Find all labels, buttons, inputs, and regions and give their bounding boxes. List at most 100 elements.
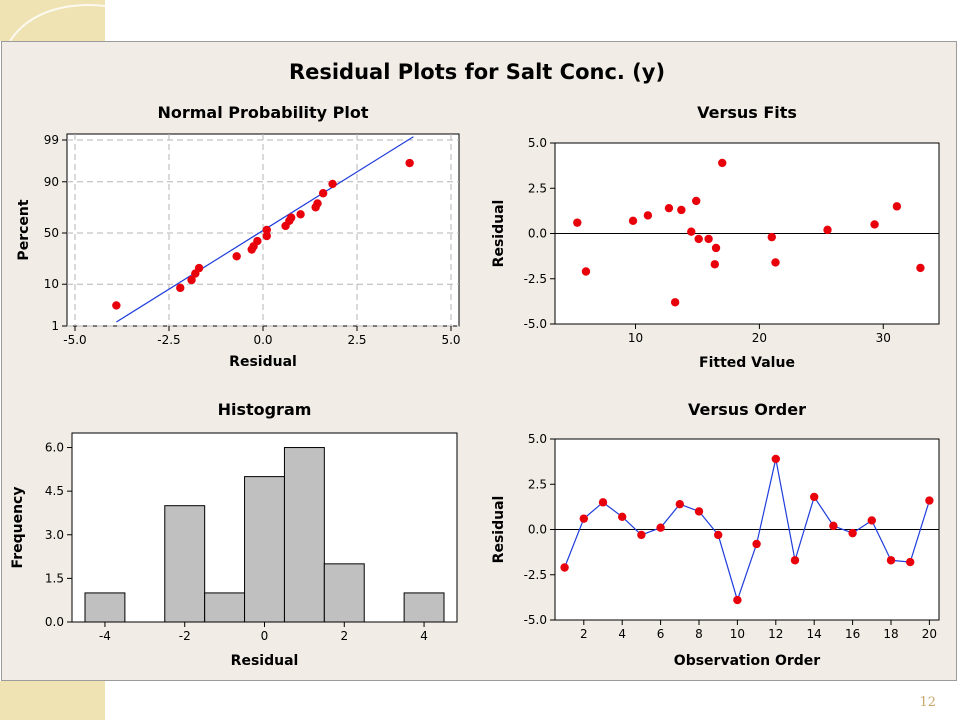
hist-bar xyxy=(164,505,206,623)
vorder-point xyxy=(790,556,800,565)
npp-y-tick-label: 1 xyxy=(51,319,59,333)
vfits-point xyxy=(687,227,696,236)
vorder-x-tick-label: 18 xyxy=(883,627,898,641)
npp-title: Normal Probability Plot xyxy=(157,103,368,122)
hist-bar xyxy=(84,592,126,623)
vfits-point xyxy=(710,260,719,269)
npp-point xyxy=(313,199,322,208)
npp-x-tick-label: 2.5 xyxy=(347,333,366,347)
npp-point xyxy=(194,263,204,273)
hist-bar xyxy=(204,592,246,623)
vfits-point xyxy=(643,211,653,220)
vorder-point xyxy=(656,523,665,532)
figure-title: Residual Plots for Salt Conc. (y) xyxy=(289,60,665,84)
vfits-ylabel: Residual xyxy=(491,200,507,268)
vorder-point xyxy=(886,556,896,565)
vorder-point xyxy=(867,516,876,525)
npp-x-tick-label: -5.0 xyxy=(63,333,86,347)
vfits-point xyxy=(718,158,727,168)
hist-bar xyxy=(283,447,325,623)
npp-xlabel: Residual xyxy=(229,354,297,370)
vorder-y-tick-label: -2.5 xyxy=(524,568,547,582)
vorder-point xyxy=(925,496,934,505)
vorder-point xyxy=(848,528,857,538)
vorder-x-tick-label: 8 xyxy=(695,627,703,641)
npp-point xyxy=(296,210,305,219)
vorder-title: Versus Order xyxy=(688,400,806,419)
vorder-point xyxy=(829,521,838,531)
npp-point xyxy=(232,252,241,261)
vorder-point xyxy=(733,595,742,605)
hist-x-tick-label: 4 xyxy=(420,629,428,643)
vorder-x-tick-label: 14 xyxy=(807,627,822,641)
vfits-y-tick-label: -2.5 xyxy=(524,272,547,286)
vorder-point xyxy=(906,557,915,567)
vorder-x-tick-label: 2 xyxy=(580,627,588,641)
hist-y-tick-label: 3.0 xyxy=(45,528,64,542)
npp-y-tick-label: 50 xyxy=(44,226,59,240)
slide-number: 12 xyxy=(919,695,936,710)
vorder-x-tick-label: 10 xyxy=(730,627,745,641)
npp-ylabel: Percent xyxy=(16,199,32,260)
vorder-point xyxy=(694,507,704,516)
vorder-x-tick-label: 4 xyxy=(618,627,626,641)
npp-x-tick-label: -2.5 xyxy=(157,333,180,347)
vorder-point xyxy=(637,530,646,540)
hist-title: Histogram xyxy=(218,400,312,419)
npp-y-tick-label: 10 xyxy=(44,277,59,291)
vorder-point xyxy=(579,514,588,523)
vfits-point xyxy=(628,216,638,226)
vfits-point xyxy=(573,218,582,227)
vfits-point xyxy=(771,258,780,267)
vfits-x-tick-label: 30 xyxy=(876,331,891,345)
corner-swirl xyxy=(9,4,106,42)
vfits-y-tick-label: -5.0 xyxy=(524,317,547,331)
vorder-x-tick-label: 20 xyxy=(922,627,937,641)
hist-y-tick-label: 0.0 xyxy=(45,615,64,629)
hist-xlabel: Residual xyxy=(231,653,299,669)
vfits-point xyxy=(823,225,832,235)
npp-point xyxy=(112,301,121,310)
npp-point xyxy=(262,231,271,241)
hist-y-tick-label: 6.0 xyxy=(45,441,64,455)
vorder-y-tick-label: 5.0 xyxy=(528,432,547,446)
hist-bar xyxy=(403,592,445,623)
npp-point xyxy=(328,179,337,189)
hist-ylabel: Frequency xyxy=(10,487,26,569)
vorder-x-tick-label: 16 xyxy=(845,627,860,641)
vfits-point xyxy=(581,267,591,276)
npp-point xyxy=(287,213,296,222)
vfits-point xyxy=(677,205,686,215)
hist-bar xyxy=(323,563,365,623)
vorder-y-tick-label: -5.0 xyxy=(524,613,547,627)
vfits-point xyxy=(916,263,925,273)
vfits-point xyxy=(694,234,703,244)
npp-x-tick-label: 5.0 xyxy=(441,333,460,347)
npp-y-tick-label: 90 xyxy=(44,175,59,189)
npp-point xyxy=(176,283,185,293)
vfits-point xyxy=(767,232,776,242)
npp-x-tick-label: 0.0 xyxy=(253,333,272,347)
vorder-y-tick-label: 0.0 xyxy=(528,523,547,537)
vorder-point xyxy=(675,499,684,509)
vorder-point xyxy=(560,563,569,572)
npp-y-tick-label: 99 xyxy=(44,133,59,147)
vfits-point xyxy=(670,298,680,307)
vfits-y-tick-label: 2.5 xyxy=(528,181,547,195)
hist-bar xyxy=(244,476,285,623)
hist-y-tick-label: 1.5 xyxy=(45,571,64,585)
npp-point xyxy=(405,158,414,168)
vfits-point xyxy=(704,234,713,244)
vorder-point xyxy=(810,492,819,502)
npp-point xyxy=(318,189,328,198)
vfits-point xyxy=(664,203,674,213)
vorder-point xyxy=(598,498,608,507)
vfits-point xyxy=(870,220,879,229)
vorder-xlabel: Observation Order xyxy=(674,653,821,669)
vorder-y-tick-label: 2.5 xyxy=(528,477,547,491)
hist-x-tick-label: 2 xyxy=(340,629,348,643)
vorder-point xyxy=(714,530,723,540)
vfits-y-tick-label: 0.0 xyxy=(528,227,547,241)
